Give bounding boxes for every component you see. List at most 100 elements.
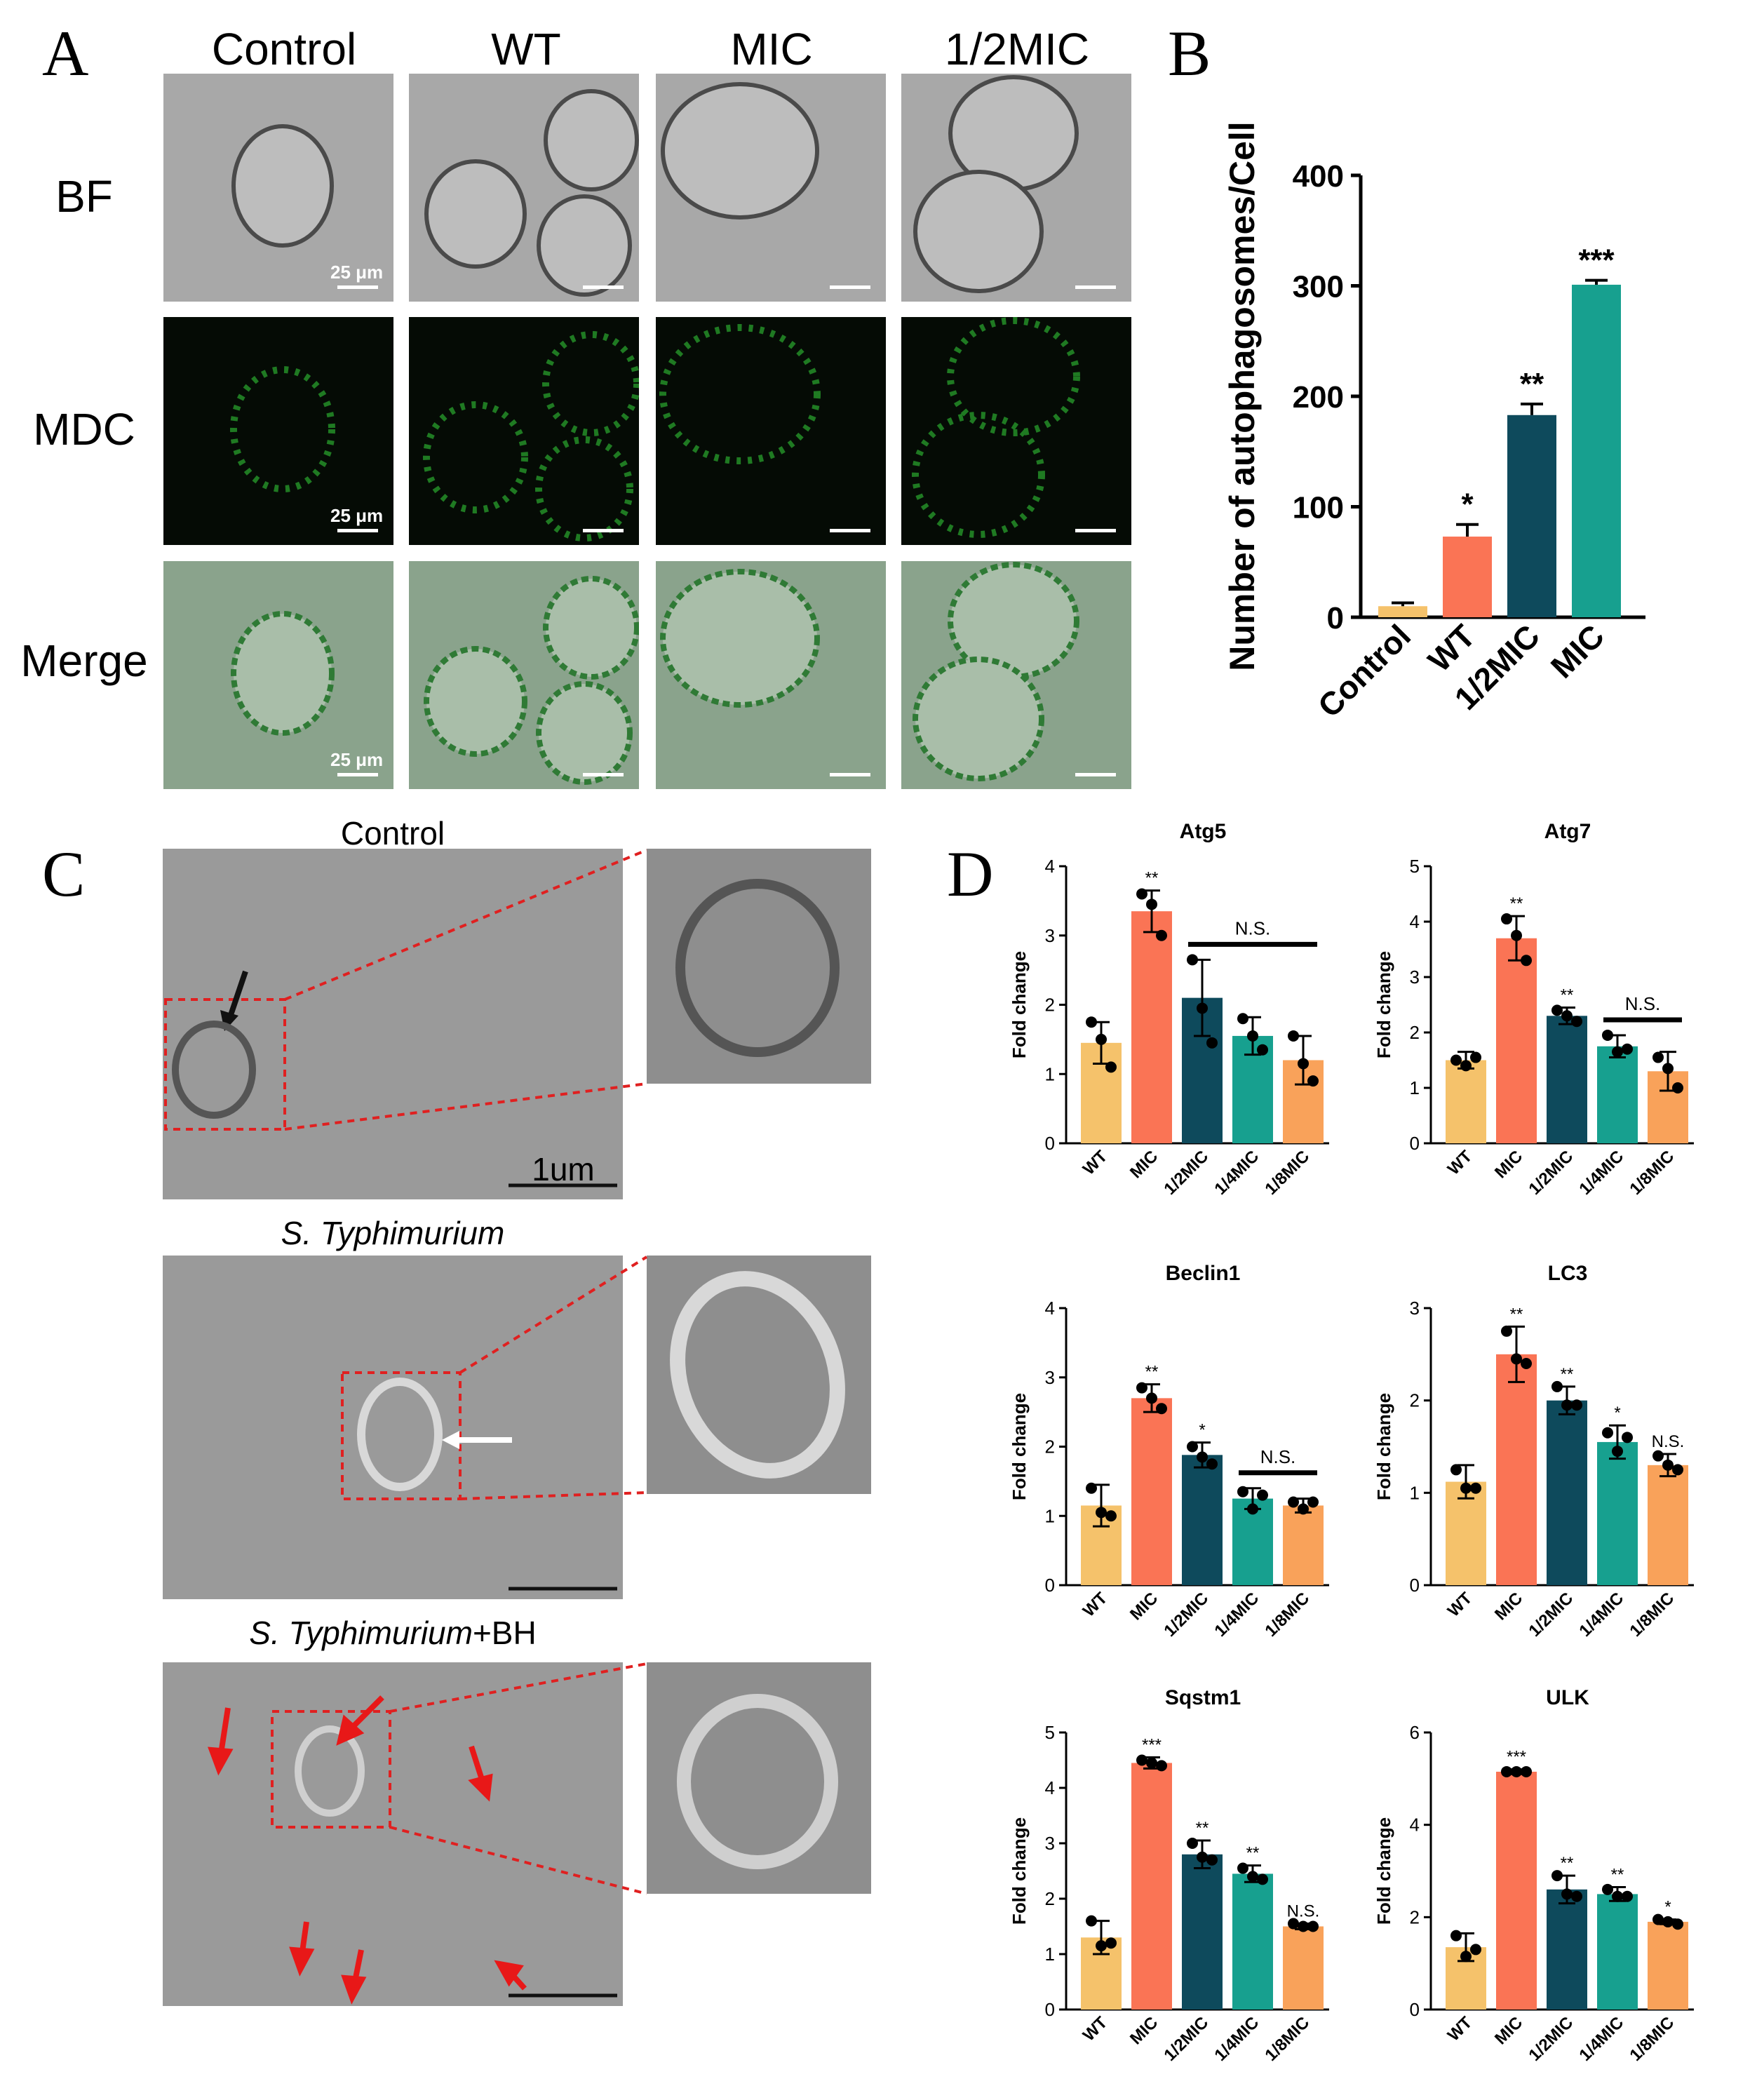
data-point <box>1247 1871 1258 1883</box>
data-point <box>1460 1060 1472 1072</box>
significance-label: *** <box>1142 1736 1162 1755</box>
panel-label-d: D <box>947 838 994 910</box>
micrograph-merge-wt <box>409 561 639 789</box>
scale-bar-a <box>830 285 870 289</box>
x-tick-label: 1/8MIC <box>1626 2013 1678 2065</box>
x-tick-label: MIC <box>1491 1147 1526 1182</box>
bar <box>1446 1060 1486 1143</box>
significance-label: ** <box>1196 1819 1209 1838</box>
significance-label: *** <box>1578 243 1615 278</box>
data-point <box>1247 1503 1258 1515</box>
bar <box>1131 1398 1172 1585</box>
bar <box>1547 1889 1587 2010</box>
y-tick-label: 300 <box>1293 270 1344 304</box>
cell-shape <box>913 657 1044 781</box>
data-point <box>1652 1913 1664 1925</box>
data-point <box>1612 1446 1623 1458</box>
em-structure <box>295 1725 365 1817</box>
significance-label: ** <box>1520 367 1544 401</box>
bar <box>1283 1926 1324 2010</box>
x-tick-label: 1/8MIC <box>1626 1147 1678 1199</box>
data-point <box>1136 1754 1147 1766</box>
data-point <box>1298 1920 1309 1932</box>
cell-shape <box>230 366 335 492</box>
data-point <box>1197 1851 1208 1863</box>
y-tick-label: 200 <box>1293 380 1344 415</box>
y-tick-label: 5 <box>1045 1722 1055 1743</box>
significance-label: ** <box>1145 1363 1159 1382</box>
significance-label: N.S. <box>1652 1432 1685 1451</box>
x-tick-label: WT <box>1444 1589 1476 1621</box>
bar <box>1547 1016 1587 1143</box>
bar <box>1507 415 1556 617</box>
zoom-box-st <box>341 1371 462 1500</box>
y-tick-label: 2 <box>1410 1390 1420 1411</box>
em-micrograph-control <box>163 849 623 1199</box>
bar <box>1232 1873 1273 2010</box>
cell-shape <box>423 401 528 513</box>
data-point <box>1146 898 1157 910</box>
data-point <box>1105 1510 1117 1522</box>
x-tick-label: MIC <box>1491 2013 1526 2048</box>
cell-shape <box>542 331 639 436</box>
data-point <box>1136 1382 1147 1394</box>
data-point <box>1156 1403 1167 1415</box>
chart-title: ULK <box>1546 1686 1589 1709</box>
micrograph-mdc-mic <box>656 317 886 545</box>
data-point <box>1672 1918 1683 1930</box>
y-tick-label: 2 <box>1410 1022 1420 1043</box>
data-point <box>1096 1033 1107 1045</box>
data-point <box>1501 1765 1512 1777</box>
data-point <box>1622 1432 1633 1443</box>
data-point <box>1096 1507 1107 1519</box>
data-point <box>1521 1358 1532 1369</box>
zoom-box-st-bh <box>271 1710 391 1829</box>
significance-label: * <box>1461 487 1474 522</box>
x-tick-label: WT <box>1079 1147 1112 1179</box>
scale-bar-a <box>830 773 870 776</box>
y-tick-label: 0 <box>1410 1999 1420 2020</box>
y-tick-label: 4 <box>1045 1777 1055 1798</box>
y-tick-label: 400 <box>1293 159 1344 194</box>
bar <box>1597 1441 1638 1585</box>
data-point <box>1096 1940 1107 1952</box>
bracket-label: N.S. <box>1235 917 1271 938</box>
micrograph-mdc-1-2mic <box>901 317 1131 545</box>
cell-shape <box>231 124 334 248</box>
data-point <box>1136 888 1147 900</box>
scale-bar-a <box>583 529 624 532</box>
significance-label: ** <box>1510 894 1523 913</box>
em-structure <box>172 1021 256 1119</box>
em-micrograph-st <box>163 1256 623 1599</box>
y-tick-label: 5 <box>1410 856 1420 877</box>
x-tick-label: 1/2MIC <box>1525 2013 1577 2065</box>
data-point <box>1470 1944 1481 1956</box>
data-point <box>1622 1890 1633 1902</box>
panel-label-c: C <box>42 838 86 910</box>
data-point <box>1288 1496 1299 1508</box>
scale-text-em: 1um <box>532 1151 595 1187</box>
y-tick-label: 1 <box>1045 1063 1055 1084</box>
scale-bar-a <box>337 285 378 289</box>
y-tick-label: 0 <box>1410 1575 1420 1596</box>
cell-shape <box>424 159 527 269</box>
y-axis-label: Fold change <box>1373 951 1394 1058</box>
bar <box>1496 1354 1537 1585</box>
bar <box>1131 1763 1172 2010</box>
data-point <box>1511 1765 1522 1777</box>
data-point <box>1652 1051 1664 1063</box>
data-point <box>1602 1427 1613 1439</box>
data-point <box>1288 1030 1299 1042</box>
data-point <box>1571 1890 1582 1902</box>
data-point <box>1511 1353 1522 1365</box>
zoom-connector <box>284 849 647 1001</box>
bar <box>1182 1854 1223 2010</box>
chart-sqstm1: Sqstm1 0 1 2 3 4 5 Fold change WT *** MIC ** 1/2MIC *… <box>1009 1686 1329 2065</box>
data-point <box>1460 1951 1472 1963</box>
chart-atg7: Atg7 0 1 2 3 4 5 Fold change WT ** MIC ** 1/2MIC1/4M… <box>1373 820 1694 1199</box>
data-point <box>1298 1058 1309 1070</box>
scale-bar-a <box>1075 285 1116 289</box>
row-header-bf: BF <box>55 171 113 222</box>
data-point <box>1187 1441 1198 1453</box>
